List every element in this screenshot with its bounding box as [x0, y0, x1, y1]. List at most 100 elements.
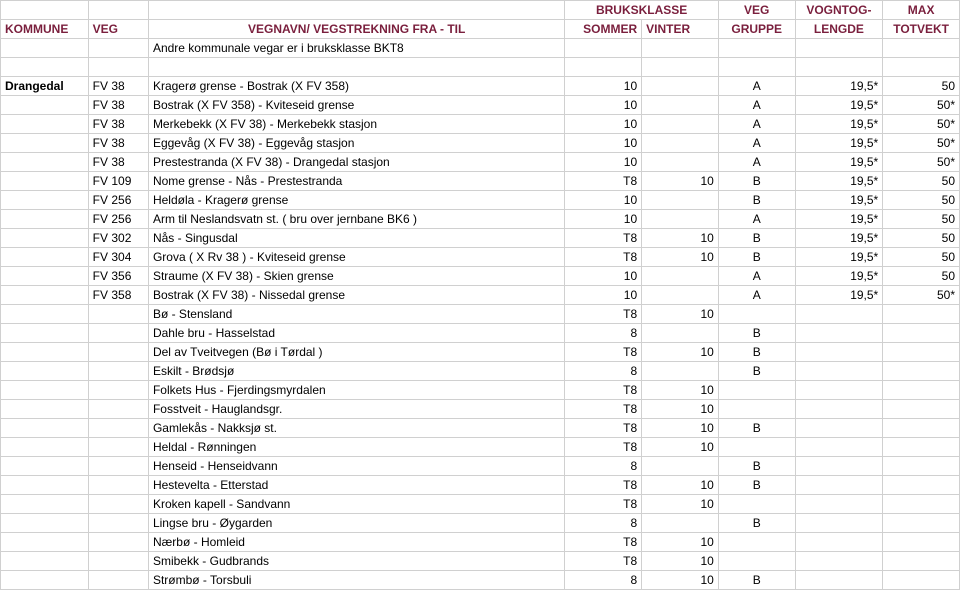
cell-veg: [88, 39, 148, 58]
cell-gruppe: B: [718, 514, 795, 533]
cell-navn: Henseid - Henseidvann: [148, 457, 564, 476]
cell-navn: Straume (X FV 38) - Skien grense: [148, 267, 564, 286]
cell-vinter: [642, 58, 719, 77]
cell-kommune: [1, 305, 89, 324]
cell-lengde: [795, 457, 883, 476]
hdr1-kommune: [1, 1, 89, 20]
cell-veg: FV 302: [88, 229, 148, 248]
cell-kommune: [1, 210, 89, 229]
cell-sommer: 10: [565, 77, 642, 96]
cell-lengde: 19,5*: [795, 172, 883, 191]
cell-sommer: [565, 58, 642, 77]
hdr1-totvekt: MAX: [883, 1, 960, 20]
cell-lengde: [795, 400, 883, 419]
cell-totvekt: 50: [883, 172, 960, 191]
cell-sommer: 10: [565, 191, 642, 210]
cell-kommune: [1, 286, 89, 305]
cell-totvekt: 50: [883, 210, 960, 229]
cell-lengde: [795, 381, 883, 400]
cell-sommer: 10: [565, 153, 642, 172]
cell-gruppe: B: [718, 476, 795, 495]
cell-gruppe: A: [718, 77, 795, 96]
cell-kommune: [1, 419, 89, 438]
cell-lengde: 19,5*: [795, 191, 883, 210]
cell-navn: Eskilt - Brødsjø: [148, 362, 564, 381]
table-row: FV 38Eggevåg (X FV 38) - Eggevåg stasjon…: [1, 134, 960, 153]
cell-lengde: [795, 324, 883, 343]
cell-kommune: [1, 362, 89, 381]
table-row: Del av Tveitvegen (Bø i Tørdal )T810B: [1, 343, 960, 362]
cell-totvekt: 50*: [883, 153, 960, 172]
cell-veg: [88, 514, 148, 533]
cell-gruppe: A: [718, 267, 795, 286]
cell-veg: [88, 400, 148, 419]
cell-navn: Merkebekk (X FV 38) - Merkebekk stasjon: [148, 115, 564, 134]
cell-sommer: 8: [565, 457, 642, 476]
hdr2-sommer: SOMMER: [565, 20, 642, 39]
cell-kommune: [1, 400, 89, 419]
cell-navn: Heldal - Rønningen: [148, 438, 564, 457]
cell-gruppe: B: [718, 229, 795, 248]
table-row: Bø - StenslandT810: [1, 305, 960, 324]
cell-veg: [88, 495, 148, 514]
cell-vinter: [642, 267, 719, 286]
cell-gruppe: B: [718, 571, 795, 590]
table-row: FV 256Arm til Neslandsvatn st. ( bru ove…: [1, 210, 960, 229]
cell-gruppe: [718, 305, 795, 324]
table-row: FV 109Nome grense - Nås - PrestestrandaT…: [1, 172, 960, 191]
cell-sommer: T8: [565, 476, 642, 495]
cell-navn: Gamlekås - Nakksjø st.: [148, 419, 564, 438]
cell-kommune: [1, 191, 89, 210]
cell-navn: Strømbø - Torsbuli: [148, 571, 564, 590]
table-row: FV 304Grova ( X Rv 38 ) - Kviteseid gren…: [1, 248, 960, 267]
table-row: Henseid - Henseidvann8B: [1, 457, 960, 476]
cell-veg: [88, 457, 148, 476]
cell-totvekt: [883, 400, 960, 419]
cell-gruppe: A: [718, 96, 795, 115]
cell-kommune: [1, 495, 89, 514]
table-body: Andre kommunale vegar er i bruksklasse B…: [1, 39, 960, 590]
table-row: DrangedalFV 38Kragerø grense - Bostrak (…: [1, 77, 960, 96]
cell-gruppe: A: [718, 115, 795, 134]
cell-lengde: [795, 476, 883, 495]
cell-kommune: [1, 39, 89, 58]
cell-kommune: [1, 248, 89, 267]
cell-sommer: T8: [565, 552, 642, 571]
cell-vinter: [642, 457, 719, 476]
cell-veg: FV 256: [88, 191, 148, 210]
cell-vinter: [642, 324, 719, 343]
cell-navn: Dahle bru - Hasselstad: [148, 324, 564, 343]
cell-veg: FV 38: [88, 77, 148, 96]
cell-sommer: T8: [565, 305, 642, 324]
cell-vinter: [642, 39, 719, 58]
cell-kommune: [1, 343, 89, 362]
cell-sommer: T8: [565, 400, 642, 419]
cell-navn: Smibekk - Gudbrands: [148, 552, 564, 571]
cell-gruppe: [718, 39, 795, 58]
table-row: Smibekk - GudbrandsT810: [1, 552, 960, 571]
cell-gruppe: B: [718, 324, 795, 343]
cell-navn: Folkets Hus - Fjerdingsmyrdalen: [148, 381, 564, 400]
cell-gruppe: [718, 552, 795, 571]
cell-kommune: [1, 457, 89, 476]
cell-gruppe: B: [718, 191, 795, 210]
table-row: FV 38Merkebekk (X FV 38) - Merkebekk sta…: [1, 115, 960, 134]
cell-totvekt: 50: [883, 229, 960, 248]
cell-lengde: 19,5*: [795, 115, 883, 134]
cell-navn: Grova ( X Rv 38 ) - Kviteseid grense: [148, 248, 564, 267]
cell-lengde: 19,5*: [795, 153, 883, 172]
cell-totvekt: [883, 343, 960, 362]
cell-lengde: [795, 533, 883, 552]
cell-lengde: 19,5*: [795, 96, 883, 115]
cell-vinter: 10: [642, 552, 719, 571]
cell-sommer: [565, 39, 642, 58]
cell-lengde: [795, 58, 883, 77]
cell-navn: Arm til Neslandsvatn st. ( bru over jern…: [148, 210, 564, 229]
cell-sommer: 10: [565, 115, 642, 134]
cell-navn: Lingse bru - Øygarden: [148, 514, 564, 533]
cell-lengde: [795, 39, 883, 58]
cell-vinter: [642, 210, 719, 229]
cell-navn: Nærbø - Homleid: [148, 533, 564, 552]
cell-navn: Bø - Stensland: [148, 305, 564, 324]
hdr1-veg: [88, 1, 148, 20]
